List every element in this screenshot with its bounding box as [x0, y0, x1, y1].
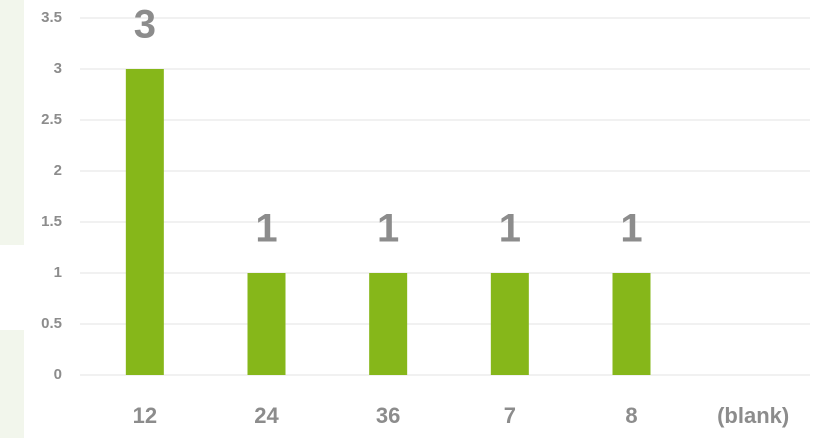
x-tick-label: 24 [254, 403, 279, 428]
x-tick-label: 12 [133, 403, 157, 428]
x-tick-label: 36 [376, 403, 400, 428]
y-tick-label: 2.5 [41, 111, 62, 128]
side-panel [0, 330, 24, 438]
data-label: 1 [620, 207, 642, 251]
bar [490, 273, 529, 375]
y-tick-label: 1.5 [41, 213, 62, 230]
x-tick-label: 7 [504, 403, 516, 428]
bar [247, 273, 286, 375]
data-label: 1 [499, 207, 521, 251]
side-panel [0, 0, 24, 245]
y-tick-label: 0.5 [41, 315, 62, 332]
y-tick-label: 2 [54, 162, 62, 179]
y-tick-label: 3 [54, 60, 62, 77]
y-tick-label: 1 [54, 264, 62, 281]
data-label: 1 [255, 207, 277, 251]
x-tick-label: 8 [625, 403, 637, 428]
data-label: 3 [134, 3, 156, 47]
y-tick-label: 3.5 [41, 9, 62, 26]
bar [369, 273, 408, 375]
y-tick-label: 0 [54, 366, 62, 383]
x-tick-label: (blank) [717, 403, 789, 428]
bar [125, 69, 164, 375]
bar [612, 273, 651, 375]
data-label: 1 [377, 207, 399, 251]
